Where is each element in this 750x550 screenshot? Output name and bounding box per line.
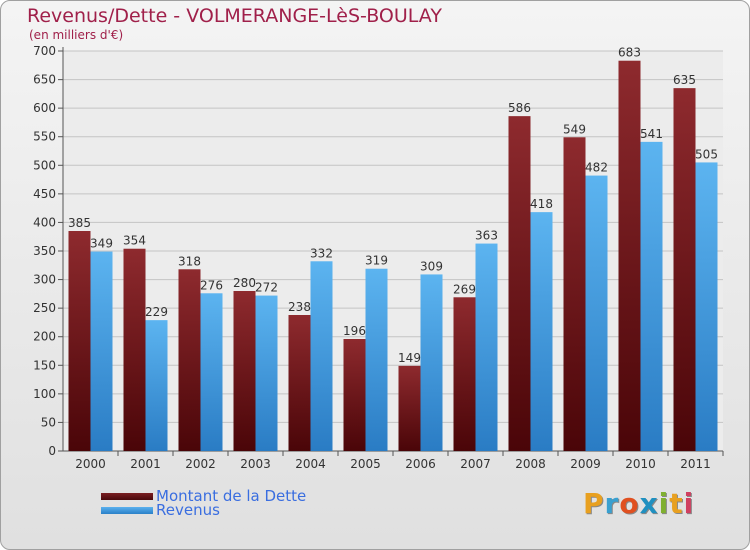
bar-revenus: [255, 295, 278, 451]
y-tick-label: 700: [33, 44, 56, 58]
data-label-revenus: 276: [200, 278, 223, 292]
logo-letter: P: [583, 487, 605, 520]
data-label-revenus: 272: [255, 281, 278, 295]
x-tick-label: 2009: [570, 457, 601, 471]
data-label-dette: 683: [618, 46, 641, 60]
x-tick-label: 2000: [75, 457, 106, 471]
x-tick-label: 2010: [625, 457, 656, 471]
bar-revenus: [365, 268, 388, 451]
y-tick-label: 300: [33, 273, 56, 287]
y-tick-label: 150: [33, 358, 56, 372]
y-tick-label: 600: [33, 101, 56, 115]
legend-label-dette: Montant de la Dette: [156, 487, 307, 505]
x-tick-label: 2008: [515, 457, 546, 471]
y-tick-label: 450: [33, 187, 56, 201]
x-tick-label: 2006: [405, 457, 436, 471]
bar-dette: [398, 365, 421, 451]
x-tick-label: 2011: [680, 457, 711, 471]
legend-item-revenus: Revenus: [101, 501, 220, 519]
bar-revenus: [475, 243, 498, 451]
data-label-dette: 318: [178, 254, 201, 268]
data-label-revenus: 363: [475, 229, 498, 243]
y-tick-label: 350: [33, 244, 56, 258]
y-tick-label: 0: [48, 444, 56, 458]
legend-item-dette: Montant de la Dette: [101, 487, 306, 505]
bar-revenus: [310, 261, 333, 451]
data-label-dette: 149: [398, 351, 421, 365]
bar-revenus: [695, 162, 718, 451]
bar-dette: [288, 315, 311, 451]
bar-dette: [123, 248, 146, 451]
bar-dette: [618, 60, 641, 451]
data-label-dette: 280: [233, 276, 256, 290]
data-label-dette: 586: [508, 101, 531, 115]
data-label-revenus: 319: [365, 254, 388, 268]
data-label-dette: 269: [453, 282, 476, 296]
logo-letter: r: [604, 487, 620, 520]
data-label-revenus: 229: [145, 305, 168, 319]
legend-swatch-revenus: [101, 506, 153, 514]
y-tick-label: 650: [33, 73, 56, 87]
bar-revenus: [90, 251, 113, 451]
data-label-revenus: 309: [420, 259, 443, 273]
data-label-dette: 238: [288, 300, 311, 314]
logo-letter: i: [683, 487, 695, 520]
data-label-revenus: 541: [640, 127, 663, 141]
data-label-dette: 354: [123, 234, 146, 248]
x-tick-label: 2001: [130, 457, 161, 471]
data-label-dette: 549: [563, 122, 586, 136]
data-label-dette: 385: [68, 216, 91, 230]
bar-dette: [453, 297, 476, 451]
logo-letter: t: [669, 487, 684, 520]
logo-letter: i: [658, 487, 670, 520]
logo-letter: o: [619, 487, 640, 520]
logo-letter: x: [639, 487, 659, 520]
data-label-dette: 196: [343, 324, 366, 338]
x-tick-label: 2005: [350, 457, 381, 471]
bar-revenus: [640, 141, 663, 451]
bar-dette: [343, 339, 366, 451]
bar-dette: [563, 137, 586, 452]
chart-subtitle: (en milliers d'€): [29, 28, 124, 42]
bar-dette: [68, 231, 91, 451]
data-label-revenus: 482: [585, 161, 608, 175]
y-tick-label: 200: [33, 330, 56, 344]
chart-title: Revenus/Dette - VOLMERANGE-LèS-BOULAY: [27, 5, 442, 27]
bar-revenus: [420, 274, 443, 451]
y-tick-label: 400: [33, 215, 56, 229]
bar-dette: [233, 291, 256, 451]
y-tick-label: 100: [33, 387, 56, 401]
y-tick-label: 500: [33, 158, 56, 172]
bar-revenus: [145, 320, 168, 451]
data-label-revenus: 505: [695, 147, 718, 161]
data-label-dette: 635: [673, 73, 696, 87]
data-label-revenus: 349: [90, 237, 113, 251]
data-label-revenus: 418: [530, 197, 553, 211]
legend-swatch-dette: [101, 492, 153, 500]
proxiti-logo: Proxiti: [583, 487, 694, 520]
bar-revenus: [585, 175, 608, 452]
y-tick-label: 50: [41, 415, 56, 429]
x-tick-label: 2007: [460, 457, 491, 471]
legend-label-revenus: Revenus: [156, 501, 220, 519]
bar-dette: [673, 88, 696, 452]
x-tick-label: 2002: [185, 457, 216, 471]
bar-dette: [508, 116, 531, 452]
y-tick-label: 550: [33, 130, 56, 144]
y-tick-label: 250: [33, 301, 56, 315]
data-label-revenus: 332: [310, 246, 333, 260]
x-tick-label: 2004: [295, 457, 326, 471]
bar-dette: [178, 269, 201, 451]
bar-revenus: [530, 212, 553, 451]
x-tick-label: 2003: [240, 457, 271, 471]
bar-revenus: [200, 293, 223, 451]
